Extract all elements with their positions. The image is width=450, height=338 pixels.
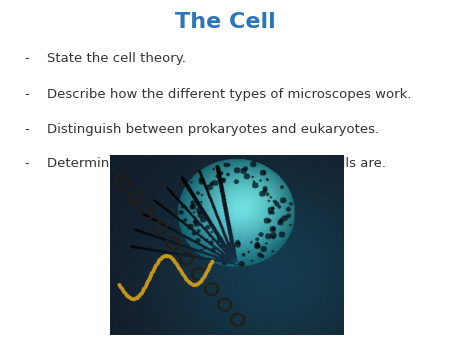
Text: -: -	[25, 157, 30, 170]
Text: Distinguish between prokaryotes and eukaryotes.: Distinguish between prokaryotes and euka…	[47, 123, 379, 136]
Text: -: -	[25, 52, 30, 65]
Text: -: -	[25, 123, 30, 136]
Text: Determine what Differentiated and Stem Cells are.: Determine what Differentiated and Stem C…	[47, 157, 386, 170]
Text: State the cell theory.: State the cell theory.	[47, 52, 186, 65]
Text: Describe how the different types of microscopes work.: Describe how the different types of micr…	[47, 88, 412, 101]
Text: -: -	[25, 88, 30, 101]
Text: The Cell: The Cell	[175, 12, 275, 32]
